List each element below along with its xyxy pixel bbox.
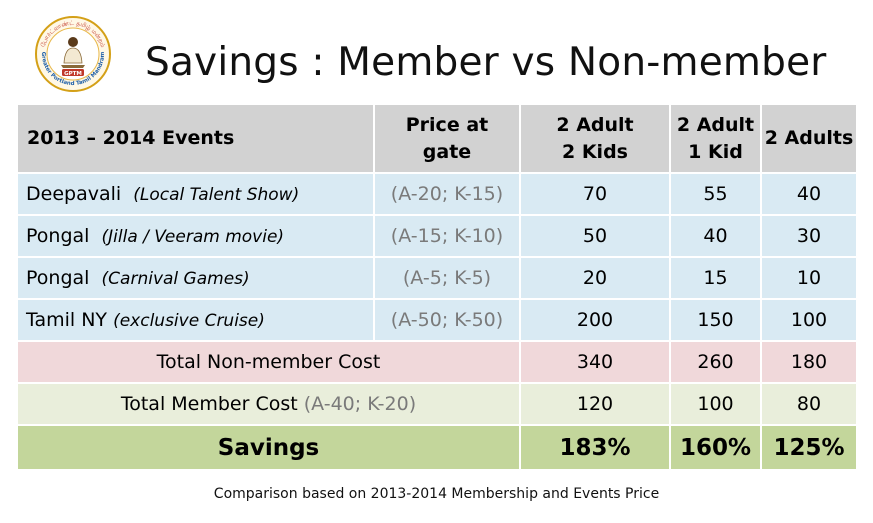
savings-table: 2013 – 2014 Events Price at gate 2 Adult 2…: [16, 103, 858, 471]
value-cell: 260: [669, 340, 762, 384]
event-name-cell: Tamil NY (exclusive Cruise): [16, 298, 375, 342]
page-title: Savings : Member vs Non-member: [145, 40, 827, 85]
savings-cell: 183%: [519, 424, 671, 471]
value-cell: 180: [760, 340, 858, 384]
value-cell: 80: [760, 382, 858, 426]
value-cell: 120: [519, 382, 671, 426]
value-cell: 40: [760, 172, 858, 216]
non-member-label: Total Non-member Cost: [16, 340, 521, 384]
event-name-cell: Pongal (Jilla / Veeram movie): [16, 214, 375, 258]
value-cell: 70: [519, 172, 671, 216]
savings-label: Savings: [16, 424, 521, 471]
price-cell: (A-15; K-10): [373, 214, 521, 258]
value-cell: 40: [669, 214, 762, 258]
value-cell: 10: [760, 256, 858, 300]
value-cell: 55: [669, 172, 762, 216]
value-cell: 200: [519, 298, 671, 342]
value-cell: 20: [519, 256, 671, 300]
price-cell: (A-5; K-5): [373, 256, 521, 300]
header-2adult-2kids: 2 Adult 2 Kids: [519, 103, 671, 174]
value-cell: 150: [669, 298, 762, 342]
header-2adult-1kid: 2 Adult 1 Kid: [669, 103, 762, 174]
price-cell: (A-50; K-50): [373, 298, 521, 342]
header-2adults: 2 Adults: [760, 103, 858, 174]
value-cell: 100: [669, 382, 762, 426]
value-cell: 50: [519, 214, 671, 258]
event-name-cell: Pongal (Carnival Games): [16, 256, 375, 300]
table-row: Pongal (Carnival Games) (A-5; K-5) 20 15…: [16, 256, 858, 300]
header-events: 2013 – 2014 Events: [16, 103, 375, 174]
value-cell: 100: [760, 298, 858, 342]
value-cell: 30: [760, 214, 858, 258]
member-total-row: Total Member Cost (A-40; K-20) 120 100 8…: [16, 382, 858, 426]
table-row: Tamil NY (exclusive Cruise) (A-50; K-50)…: [16, 298, 858, 342]
non-member-total-row: Total Non-member Cost 340 260 180: [16, 340, 858, 384]
savings-cell: 125%: [760, 424, 858, 471]
member-label: Total Member Cost (A-40; K-20): [16, 382, 521, 426]
gptm-logo: போர்ட்லாண்ட் தமிழ் மன்றம் Greater Portla…: [35, 16, 111, 92]
table-row: Deepavali (Local Talent Show) (A-20; K-1…: [16, 172, 858, 216]
value-cell: 15: [669, 256, 762, 300]
logo-badge-text: GPTM: [64, 71, 82, 77]
footnote: Comparison based on 2013-2014 Membership…: [213, 486, 660, 502]
table-row: Pongal (Jilla / Veeram movie) (A-15; K-1…: [16, 214, 858, 258]
savings-row: Savings 183% 160% 125%: [16, 424, 858, 471]
header-price: Price at gate: [373, 103, 521, 174]
value-cell: 340: [519, 340, 671, 384]
event-name-cell: Deepavali (Local Talent Show): [16, 172, 375, 216]
savings-cell: 160%: [669, 424, 762, 471]
price-cell: (A-20; K-15): [373, 172, 521, 216]
table-header-row: 2013 – 2014 Events Price at gate 2 Adult 2…: [16, 103, 858, 174]
